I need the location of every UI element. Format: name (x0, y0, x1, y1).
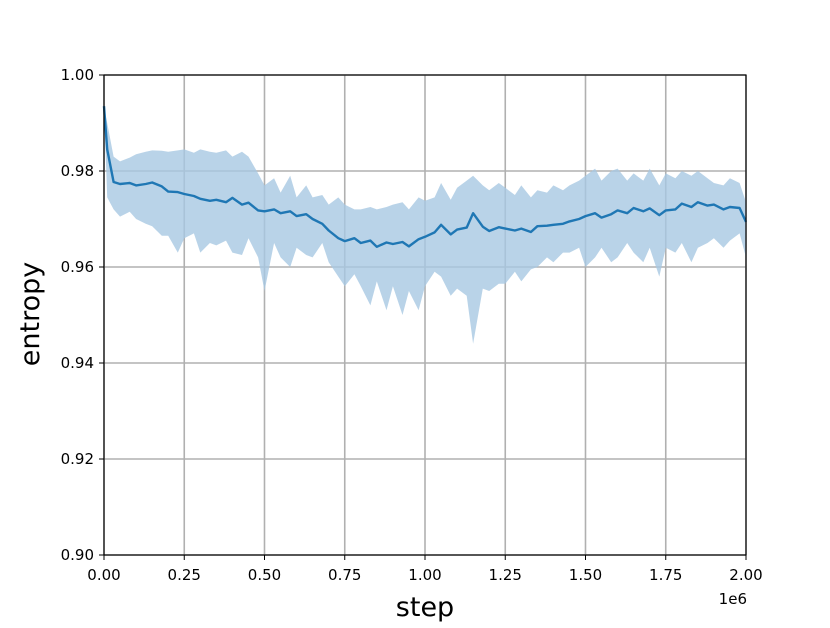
confidence-band (104, 106, 746, 344)
x-tick-label: 0.25 (168, 566, 201, 584)
y-axis-label: entropy (15, 262, 46, 366)
y-tick-label: 1.00 (61, 66, 94, 84)
y-tick-label: 0.90 (61, 546, 94, 564)
x-tick-label: 0.75 (328, 566, 361, 584)
y-axis-ticks: 0.90 0.92 0.94 0.96 0.98 1.00 (61, 66, 104, 564)
x-axis-multiplier-label: 1e6 (719, 590, 747, 608)
x-tick-label: 0.00 (87, 566, 120, 584)
y-tick-label: 0.96 (61, 258, 94, 276)
series-mean-line (102, 106, 748, 249)
x-tick-label: 1.00 (408, 566, 441, 584)
x-axis-ticks: 0.00 0.25 0.50 0.75 1.00 1.25 1.50 1.75 2.00 (87, 555, 763, 584)
confidence-band-group (104, 106, 746, 344)
y-tick-label: 0.94 (61, 354, 94, 372)
x-tick-label: 1.25 (489, 566, 522, 584)
x-tick-label: 0.50 (248, 566, 281, 584)
series-line-group (102, 106, 748, 249)
y-tick-label: 0.92 (61, 450, 94, 468)
y-tick-label: 0.98 (61, 162, 94, 180)
x-axis-label: step (396, 592, 454, 623)
x-tick-label: 1.50 (569, 566, 602, 584)
x-tick-label: 2.00 (729, 566, 762, 584)
x-tick-label: 1.75 (649, 566, 682, 584)
